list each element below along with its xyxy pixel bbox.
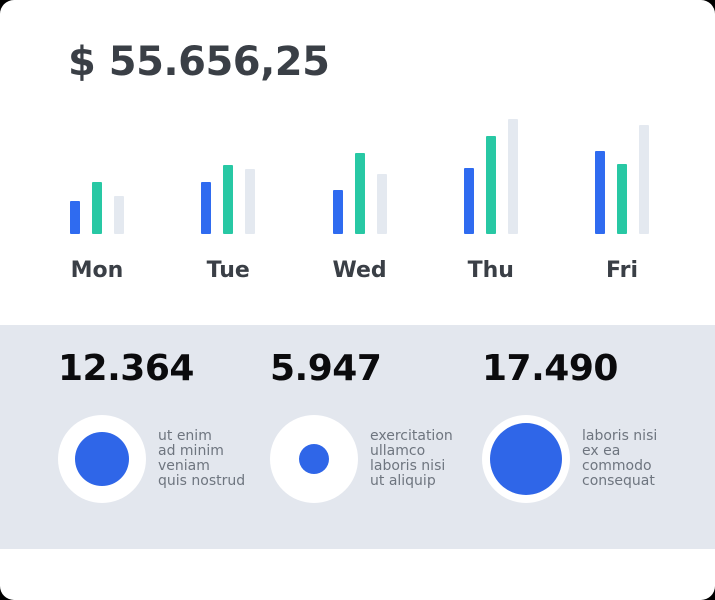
bar-tue-light-gray — [245, 169, 256, 234]
bar-fri-light-gray — [639, 125, 649, 234]
stat-visual: ut enim ad minim veniam quis nostrud — [58, 414, 270, 503]
stat-description: exercitation ullamco laboris nisi ut ali… — [370, 427, 453, 489]
stat-inner-circle — [75, 431, 129, 486]
bar-group-wed — [332, 153, 387, 234]
bar-fri-blue — [595, 151, 605, 234]
bar-thu-light-gray — [507, 119, 518, 234]
bar-mon-blue — [70, 201, 80, 234]
bar-mon-light-gray — [114, 196, 124, 234]
stat-description: laboris nisi ex ea commodo consequat — [582, 427, 658, 489]
bar-fri-green — [617, 164, 627, 234]
stat-value: 12.364 — [58, 348, 194, 389]
bar-mon-green — [92, 182, 102, 234]
balance-amount: $ 55.656,25 — [68, 39, 330, 85]
bar-group-tue — [201, 165, 256, 234]
day-label-mon: Mon — [70, 258, 124, 283]
stat-inner-circle — [299, 443, 329, 474]
stat-circle-ring — [482, 414, 570, 503]
chart-labels: Mon Tue Wed Thu Fri — [70, 258, 649, 284]
stat-block-1: 12.364 ut enim ad minim veniam quis nost… — [58, 325, 270, 549]
day-label-tue: Tue — [206, 258, 250, 283]
bar-wed-green — [354, 153, 365, 234]
bar-tue-green — [223, 165, 234, 234]
stat-visual: laboris nisi ex ea commodo consequat — [482, 414, 694, 503]
bar-tue-blue — [201, 182, 212, 234]
stats-band: 12.364 ut enim ad minim veniam quis nost… — [0, 325, 715, 549]
day-label-wed: Wed — [332, 258, 387, 283]
day-label-fri: Fri — [605, 258, 638, 283]
bar-wed-light-gray — [376, 174, 387, 234]
stat-description: ut enim ad minim veniam quis nostrud — [158, 427, 246, 489]
stat-circle-ring — [58, 414, 146, 503]
bar-thu-green — [485, 136, 496, 234]
stat-visual: exercitation ullamco laboris nisi ut ali… — [270, 414, 482, 503]
bar-group-fri — [595, 125, 649, 234]
stat-value: 5.947 — [270, 348, 382, 389]
stat-block-2: 5.947 exercitation ullamco laboris nisi … — [270, 325, 482, 549]
bar-wed-blue — [332, 190, 343, 234]
stat-circle-ring — [270, 414, 358, 503]
bar-group-thu — [463, 119, 518, 234]
chart-bars — [70, 118, 649, 234]
stat-inner-circle — [490, 422, 562, 495]
bar-group-mon — [70, 182, 124, 234]
stat-value: 17.490 — [482, 348, 618, 389]
day-label-thu: Thu — [467, 258, 514, 283]
bar-thu-blue — [463, 168, 474, 234]
stat-block-3: 17.490 laboris nisi ex ea commodo conseq… — [482, 325, 694, 549]
weekly-bar-chart: Mon Tue Wed Thu Fri — [0, 118, 715, 284]
